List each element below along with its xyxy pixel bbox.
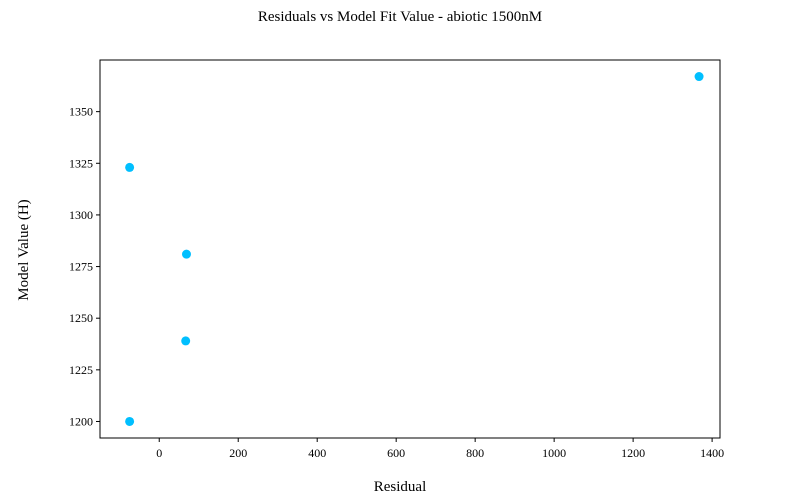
x-tick-label: 400 (308, 446, 326, 460)
y-tick-label: 1225 (69, 363, 93, 377)
x-tick-label: 600 (387, 446, 405, 460)
data-point (125, 416, 135, 426)
y-axis-label: Model Value (H) (16, 199, 32, 300)
x-axis: 0 200 400 600 800 1000 1200 1400 (156, 438, 724, 460)
y-tick-label: 1325 (69, 156, 93, 170)
chart-title: Residuals vs Model Fit Value - abiotic 1… (258, 9, 542, 25)
x-tick-label: 200 (229, 446, 247, 460)
data-points (125, 72, 704, 426)
x-tick-label: 1400 (700, 446, 724, 460)
data-point (125, 162, 135, 172)
x-tick-label: 1000 (542, 446, 566, 460)
y-tick-label: 1250 (69, 311, 93, 325)
y-tick-label: 1200 (69, 414, 93, 428)
y-tick-label: 1350 (69, 105, 93, 119)
x-axis-label: Residual (374, 479, 427, 495)
y-tick-label: 1275 (69, 260, 93, 274)
y-tick-label: 1300 (69, 208, 93, 222)
y-axis: 1200 1225 1250 1275 1300 1325 1350 (69, 105, 100, 428)
x-tick-label: 1200 (621, 446, 645, 460)
data-point (181, 249, 191, 259)
x-tick-label: 800 (466, 446, 484, 460)
x-tick-label: 0 (156, 446, 162, 460)
plot-frame (99, 59, 721, 439)
data-point (694, 72, 704, 82)
data-point (181, 336, 191, 346)
